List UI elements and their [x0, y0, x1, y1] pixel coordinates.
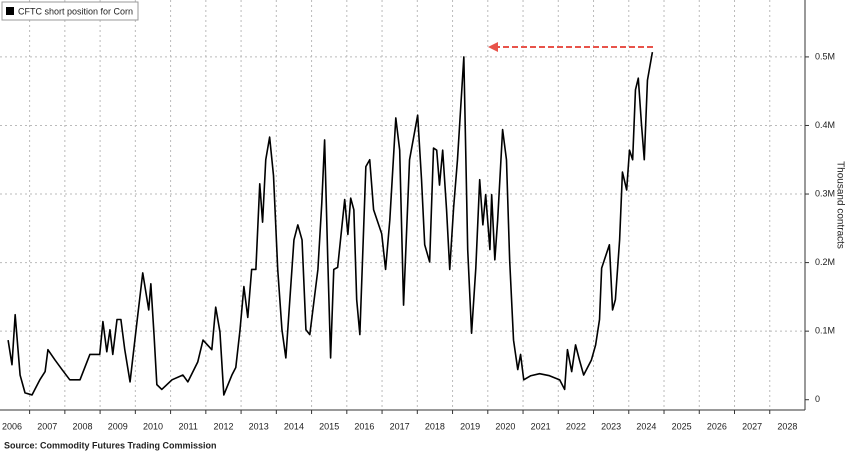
x-tick-label: 2021: [531, 421, 551, 431]
y-tick-label: 0.3M: [815, 188, 835, 198]
x-tick-label: 2024: [636, 421, 656, 431]
legend-label: CFTC short position for Corn: [18, 6, 133, 16]
x-tick-label: 2007: [37, 421, 57, 431]
x-tick-label: 2027: [742, 421, 762, 431]
x-tick-label: 2020: [495, 421, 515, 431]
x-tick-label: 2008: [72, 421, 92, 431]
legend-swatch: [6, 7, 14, 15]
source: Source: Commodity Futures Trading Commis…: [4, 440, 217, 450]
arrow-head: [488, 42, 498, 52]
x-tick-label: 2011: [179, 421, 198, 431]
x-tick-label: 2012: [213, 421, 233, 431]
x-tick-label: 2014: [284, 421, 304, 431]
y-tick-label: 0.2M: [815, 257, 835, 267]
x-tick-label: 2010: [143, 421, 163, 431]
data-line: [7, 51, 654, 396]
legend-box: [1, 1, 139, 21]
x-tick-label: 2013: [249, 421, 269, 431]
x-tick-label: 2016: [354, 421, 374, 431]
x-tick-label: 2015: [319, 421, 339, 431]
x-tick-label: 2009: [108, 421, 128, 431]
x-tick-label: 2028: [777, 421, 797, 431]
x-tick-label: 2017: [390, 421, 410, 431]
x-tick-label: 2006: [2, 421, 22, 431]
y-tick-label: 0.4M: [815, 120, 835, 130]
x-tick-label: 2022: [566, 421, 586, 431]
x-tick-label: 2025: [672, 421, 692, 431]
y-tick-label: 0.1M: [815, 326, 835, 336]
x-tick-label: 2026: [707, 421, 727, 431]
x-tick-label: 2023: [601, 421, 621, 431]
x-tick-label: 2019: [460, 421, 480, 431]
x-tick-label: 2018: [425, 421, 445, 431]
y-axis-title: Thousand contracts: [834, 161, 845, 249]
y-tick-label: 0: [815, 394, 820, 404]
y-tick-label: 0.5M: [815, 51, 835, 61]
